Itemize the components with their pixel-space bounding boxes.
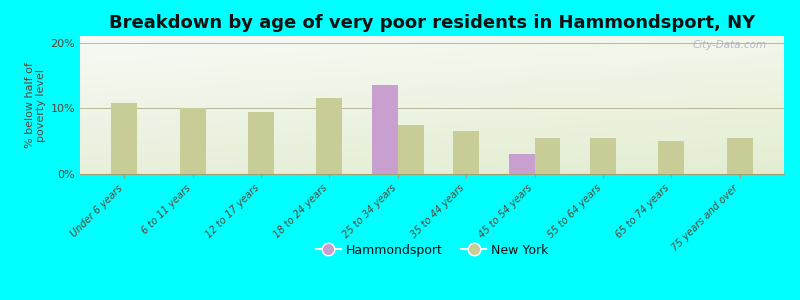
Text: City-Data.com: City-Data.com	[692, 40, 766, 50]
Bar	[372, 85, 398, 174]
Bar	[398, 125, 424, 174]
Legend: Hammondsport, New York: Hammondsport, New York	[310, 238, 554, 262]
Bar	[317, 98, 342, 174]
Bar	[180, 108, 206, 174]
Bar	[658, 141, 684, 174]
Bar	[590, 138, 616, 174]
Bar	[534, 138, 561, 174]
Bar	[453, 131, 479, 174]
Bar	[509, 154, 534, 174]
Y-axis label: % below half of
poverty level: % below half of poverty level	[25, 62, 46, 148]
Bar	[248, 112, 274, 174]
Bar	[111, 103, 138, 174]
Bar	[726, 138, 753, 174]
Title: Breakdown by age of very poor residents in Hammondsport, NY: Breakdown by age of very poor residents …	[109, 14, 755, 32]
